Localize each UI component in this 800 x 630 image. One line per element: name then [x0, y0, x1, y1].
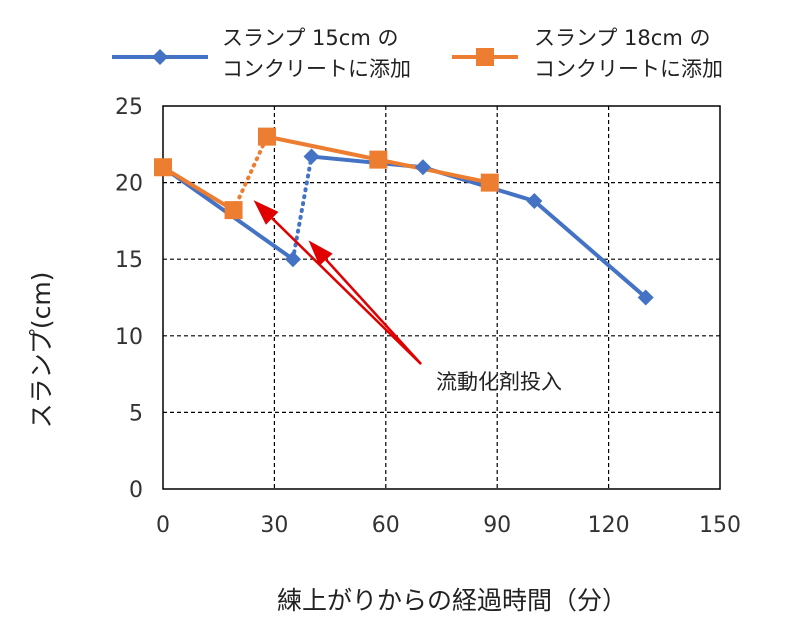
x-tick-label: 120	[588, 513, 630, 538]
annotation-arrow-shaft	[271, 217, 422, 365]
x-tick-label: 90	[483, 513, 511, 538]
series-1-line-after	[311, 154, 648, 300]
x-tick-label: 60	[372, 513, 400, 538]
series-2-point	[224, 201, 243, 220]
series-2-point	[480, 173, 499, 192]
gridlines	[162, 105, 721, 490]
series-2-point	[154, 158, 172, 177]
series-1-dotted-jump	[290, 154, 314, 262]
series-2-line-before	[161, 165, 235, 212]
y-tick-label: 15	[115, 248, 143, 273]
y-tick-label: 20	[115, 172, 143, 197]
series-2-point	[257, 127, 276, 146]
legend: スランプ 15cm の コンクリートに添加 スランプ 18cm の コンクリート…	[112, 26, 723, 81]
y-tick-label: 25	[115, 95, 143, 120]
axis-ticks: 0 5 10 15 20 25 0 30 60 90 120 150	[115, 95, 741, 538]
series-2-dotted-jump	[231, 134, 269, 213]
x-axis-title: 練上がりからの経過時間（分）	[277, 586, 627, 615]
y-tick-label: 0	[129, 478, 143, 503]
legend-label-series-1-line1: スランプ 15cm の	[222, 26, 398, 50]
annotation-arrow-head	[253, 200, 279, 225]
series-1-point	[284, 251, 301, 268]
y-tick-label: 5	[129, 401, 143, 426]
series-markers	[154, 127, 654, 306]
y-tick-label: 10	[115, 325, 143, 350]
annotation-label: 流動化剤投入	[436, 370, 562, 394]
x-tick-label: 30	[260, 513, 288, 538]
legend-label-series-2-line1: スランプ 18cm の	[534, 26, 710, 50]
legend-marker-series-1	[152, 49, 168, 65]
annotation-arrow-head	[308, 240, 333, 266]
x-tick-label: 0	[156, 513, 170, 538]
series-1-point	[526, 192, 543, 209]
x-tick-label: 150	[699, 513, 741, 538]
annotation-arrows	[253, 200, 422, 365]
series-2-point	[369, 150, 388, 169]
legend-marker-series-2	[476, 48, 494, 66]
series-1-point	[414, 159, 431, 176]
y-axis-title: スランプ(cm)	[27, 272, 56, 429]
legend-label-series-2-line2: コンクリートに添加	[534, 57, 723, 81]
series-1-point	[303, 148, 320, 165]
annotation-arrow-shaft	[325, 258, 422, 365]
plot-border	[162, 105, 721, 490]
legend-label-series-1-line2: コンクリートに添加	[222, 57, 411, 81]
series-1-point	[637, 289, 654, 306]
